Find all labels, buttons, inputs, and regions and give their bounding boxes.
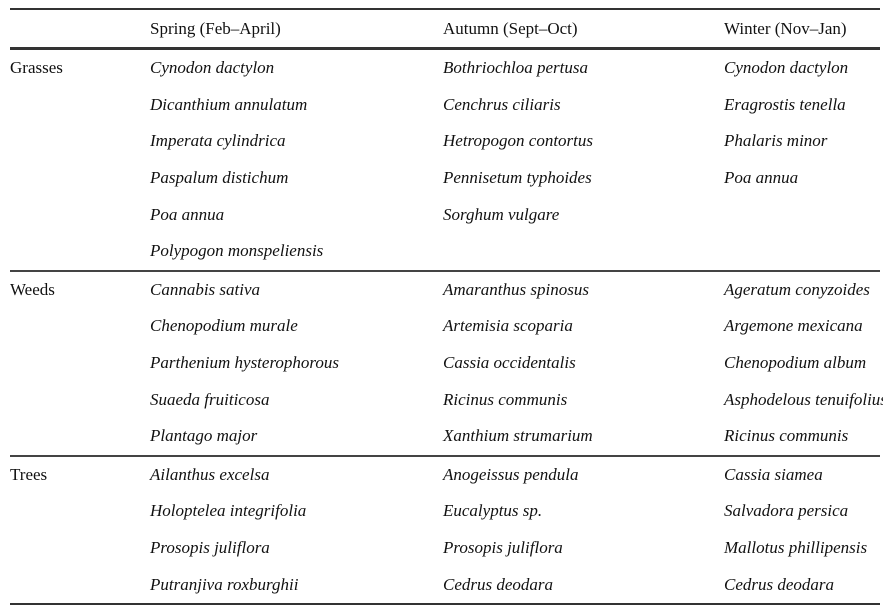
cell-winter: Eragrostis tenella (724, 94, 846, 114)
category-grasses: Grasses (10, 58, 63, 78)
header-category (10, 8, 150, 50)
table-row: Chenopodium murale Artemisia scoparia Ar… (10, 308, 880, 345)
cell-spring: Suaeda fruiticosa (150, 389, 270, 409)
cell-autumn: Cenchrus ciliaris (443, 94, 561, 114)
cell-winter: Cynodon dactylon (724, 58, 849, 78)
cell-spring: Polypogon monspeliensis (150, 232, 443, 272)
header-autumn: Autumn (Sept–Oct) (443, 8, 724, 50)
table-row: Grasses Cynodon dactylon Bothriochloa pe… (10, 49, 880, 87)
table-row: Weeds Cannabis sativa Amaranthus spinosu… (10, 271, 880, 309)
table-row: Prosopis juliflora Prosopis juliflora Ma… (10, 530, 880, 567)
cell-autumn: Hetropogon contortus (443, 131, 594, 151)
cell-spring: Cannabis sativa (150, 279, 261, 299)
cell-autumn: Cedrus deodara (443, 566, 724, 605)
category-blank (10, 232, 150, 272)
table-row: Dicanthium annulatum Cenchrus ciliaris E… (10, 87, 880, 124)
cell-spring: Prosopis juliflora (150, 538, 270, 558)
cell-winter: Chenopodium album (724, 353, 867, 373)
cell-autumn: Amaranthus spinosus (443, 279, 589, 299)
cell-spring: Paspalum distichum (150, 168, 289, 188)
species-table-container: Spring (Feb–April) Autumn (Sept–Oct) Win… (10, 8, 883, 605)
category-blank (10, 196, 150, 233)
cell-autumn: Ricinus communis (443, 389, 568, 409)
cell-autumn: Xanthium strumarium (443, 417, 724, 457)
cell-autumn: Bothriochloa pertusa (443, 58, 588, 78)
cell-winter: Phalaris minor (724, 131, 828, 151)
category-blank (10, 160, 150, 197)
category-blank (10, 308, 150, 345)
cell-winter: Salvadora persica (724, 501, 849, 521)
cell-spring: Poa annua (150, 204, 225, 224)
category-blank (10, 381, 150, 418)
table-row: Parthenium hysterophorous Cassia occiden… (10, 345, 880, 382)
cell-spring: Parthenium hysterophorous (150, 353, 340, 373)
category-blank (10, 530, 150, 567)
cell-autumn: Prosopis juliflora (443, 538, 563, 558)
table-row: Paspalum distichum Pennisetum typhoides … (10, 160, 880, 197)
cell-autumn: Sorghum vulgare (443, 204, 560, 224)
category-blank (10, 417, 150, 457)
category-trees: Trees (10, 464, 48, 484)
cell-spring: Cynodon dactylon (150, 58, 275, 78)
cell-spring: Imperata cylindrica (150, 131, 286, 151)
cell-autumn: Anogeissus pendula (443, 464, 579, 484)
cell-spring: Ailanthus excelsa (150, 464, 270, 484)
cell-winter: Ricinus communis (724, 417, 880, 457)
table-row: Holoptelea integrifolia Eucalyptus sp. S… (10, 493, 880, 530)
cell-winter: Ageratum conyzoides (724, 279, 870, 299)
category-blank (10, 123, 150, 160)
cell-winter: Mallotus phillipensis (724, 538, 868, 558)
cell-autumn: Artemisia scoparia (443, 316, 573, 336)
cell-winter: Argemone mexicana (724, 316, 863, 336)
cell-winter: Poa annua (724, 168, 799, 188)
table-header-row: Spring (Feb–April) Autumn (Sept–Oct) Win… (10, 8, 880, 50)
cell-winter: Asphodelous tenuifolius (724, 389, 883, 409)
table-row: Poa annua Sorghum vulgare (10, 196, 880, 233)
cell-spring: Chenopodium murale (150, 316, 298, 336)
species-table: Spring (Feb–April) Autumn (Sept–Oct) Win… (10, 8, 883, 605)
cell-autumn: Cassia occidentalis (443, 353, 576, 373)
table-row: Suaeda fruiticosa Ricinus communis Aspho… (10, 381, 883, 418)
cell-winter (724, 232, 880, 272)
cell-autumn: Eucalyptus sp. (443, 501, 543, 521)
category-blank (10, 493, 150, 530)
table-row: Plantago major Xanthium strumarium Ricin… (10, 417, 880, 457)
category-weeds: Weeds (10, 279, 55, 299)
cell-winter: Cedrus deodara (724, 566, 880, 605)
category-blank (10, 87, 150, 124)
table-row: Polypogon monspeliensis (10, 232, 880, 272)
category-blank (10, 345, 150, 382)
table-row: Putranjiva roxburghii Cedrus deodara Ced… (10, 566, 880, 605)
cell-spring: Holoptelea integrifolia (150, 501, 307, 521)
cell-winter (724, 196, 880, 233)
header-spring: Spring (Feb–April) (150, 8, 443, 50)
cell-autumn (443, 232, 724, 272)
cell-spring: Plantago major (150, 417, 443, 457)
cell-spring: Putranjiva roxburghii (150, 566, 443, 605)
header-winter: Winter (Nov–Jan) (724, 8, 880, 50)
category-blank (10, 566, 150, 605)
cell-winter: Cassia siamea (724, 464, 823, 484)
cell-spring: Dicanthium annulatum (150, 94, 308, 114)
cell-autumn: Pennisetum typhoides (443, 168, 592, 188)
table-row: Imperata cylindrica Hetropogon contortus… (10, 123, 880, 160)
table-row: Trees Ailanthus excelsa Anogeissus pendu… (10, 456, 880, 494)
